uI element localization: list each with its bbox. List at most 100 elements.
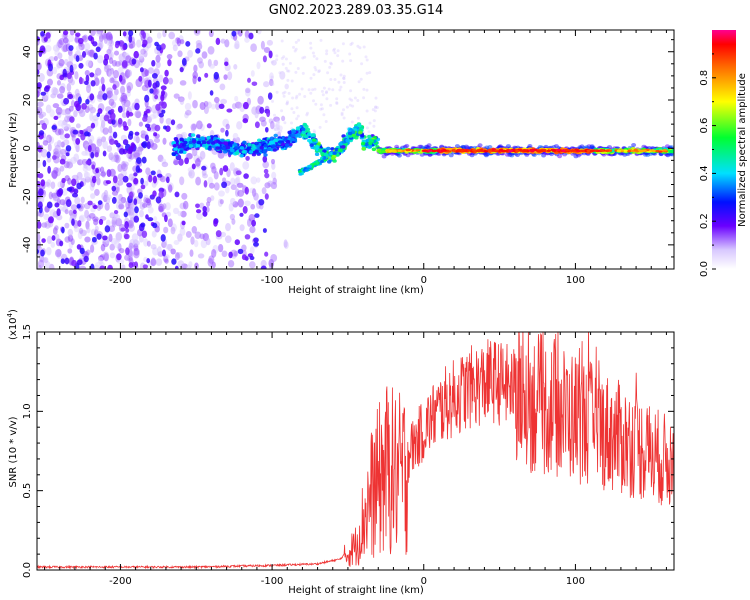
spectrogram-cell	[315, 145, 320, 149]
spectrogram-cell	[121, 163, 128, 172]
spectrogram-cell	[422, 149, 428, 152]
spectrogram-cell	[279, 129, 283, 133]
spectrogram-cell	[41, 222, 48, 228]
spectrogram-cell	[353, 96, 357, 100]
spectrogram-cell	[111, 190, 119, 196]
spectrogram-cell	[93, 264, 100, 269]
spectrogram-cell	[320, 107, 324, 111]
spectrogram-cell	[172, 144, 177, 148]
spectrogram-cell	[235, 170, 242, 176]
spectrogram-cell	[162, 203, 167, 210]
spectrogram-cell	[268, 50, 273, 59]
spectrogram-cell	[270, 158, 276, 165]
spectrogram-cell	[348, 103, 352, 107]
spectrogram-cell	[75, 55, 80, 63]
spectrogram-cell	[220, 138, 225, 143]
spectrogram-cell	[202, 211, 208, 217]
spectrogram-cell	[280, 142, 285, 147]
spectrogram-cell	[340, 111, 344, 115]
spectrogram-cell	[281, 115, 286, 122]
spectrogram-cell	[109, 77, 115, 84]
spectrogram-cell	[483, 150, 489, 153]
spectrogram-cell	[262, 55, 267, 63]
spectrogram-cell	[160, 94, 165, 102]
spectrogram-cell	[79, 109, 86, 118]
spectrogram-cell	[159, 175, 166, 183]
spectrogram-cell	[224, 235, 232, 244]
spectrogram-cell	[138, 121, 143, 127]
spectrogram-cell	[37, 233, 41, 242]
spectrogram-cell	[291, 129, 297, 134]
spectrogram-cell	[133, 50, 139, 59]
spectrogram-cell	[285, 143, 290, 147]
spectrogram-cell	[145, 167, 151, 176]
spectrogram-cell	[38, 130, 45, 136]
spectrogram-cell	[117, 258, 125, 265]
spectrogram-cell	[155, 61, 161, 69]
spectrogram-cell	[277, 140, 283, 144]
spectrogram-cell	[119, 96, 124, 103]
spectrogram-cell	[52, 87, 59, 96]
spectrogram-cell	[171, 258, 177, 265]
spectrogram-cell	[118, 198, 124, 206]
spectrogram-cell	[206, 123, 212, 129]
spectrogram-cell	[281, 62, 285, 66]
spectrogram-cell	[181, 220, 186, 226]
spectrogram-cell	[37, 160, 41, 169]
spectrogram-cell	[348, 52, 352, 56]
spectrogram-cell	[237, 189, 245, 197]
spectrogram-cell	[127, 118, 132, 127]
spectrogram-cell	[93, 73, 98, 79]
spectrogram-cell	[290, 121, 293, 125]
spectrogram-cell	[234, 145, 239, 150]
spectrogram-cell	[361, 147, 366, 151]
spectrogram-cell	[305, 113, 309, 117]
spectrogram-cell	[296, 67, 300, 70]
spectrogram-cell	[112, 93, 118, 102]
spectrogram-cell	[207, 146, 212, 151]
spectrogram-cell	[156, 32, 162, 39]
spectrogram-cell	[75, 45, 82, 52]
spectrogram-cell	[201, 143, 207, 148]
spectrogram-cell	[180, 210, 187, 218]
spectrogram-cell	[126, 110, 130, 118]
spectrogram-cell	[196, 140, 202, 145]
spectrogram-cell	[249, 225, 256, 234]
spectrogram-cell	[199, 150, 206, 160]
spectrogram-cell	[230, 177, 236, 186]
spectrogram-cell	[322, 86, 326, 90]
spectrogram-cell	[149, 114, 157, 120]
spectrogram-cell	[140, 177, 144, 185]
spectrogram-cell	[211, 144, 217, 149]
spectrogram-cell	[40, 249, 45, 257]
spectrogram-cell	[244, 234, 251, 240]
spectrogram-cell	[335, 101, 339, 105]
spectrogram-cell	[298, 92, 302, 96]
spectrogram-cell	[296, 114, 300, 118]
spectrogram-cell	[237, 248, 244, 255]
spectrogram-cell	[215, 146, 220, 150]
spectrogram-cell	[364, 142, 369, 146]
spectrogram-cell	[337, 80, 341, 84]
spectrogram-cell	[345, 105, 349, 109]
spectrogram-cell	[231, 218, 236, 225]
spectrogram-cell	[358, 46, 362, 50]
spectrogram-cell	[101, 83, 106, 92]
spectrogram-cell	[586, 149, 591, 152]
spectrogram-cell	[127, 69, 132, 77]
spectrogram-cell	[245, 155, 250, 161]
spectrogram-cell	[317, 69, 321, 73]
spectrogram-cell	[75, 123, 81, 129]
spectrogram-cell	[96, 31, 102, 37]
spectrogram-cell	[239, 224, 245, 232]
spectrogram-cell	[311, 51, 315, 55]
spectrogram-cell	[233, 63, 238, 70]
spectrogram-cell	[102, 140, 108, 150]
spectrogram-cell	[114, 88, 119, 96]
spectrogram-cell	[342, 116, 346, 120]
spectrogram-cell	[173, 239, 180, 246]
spectrogram-cell	[260, 40, 265, 50]
spectrogram-cell	[201, 51, 208, 59]
